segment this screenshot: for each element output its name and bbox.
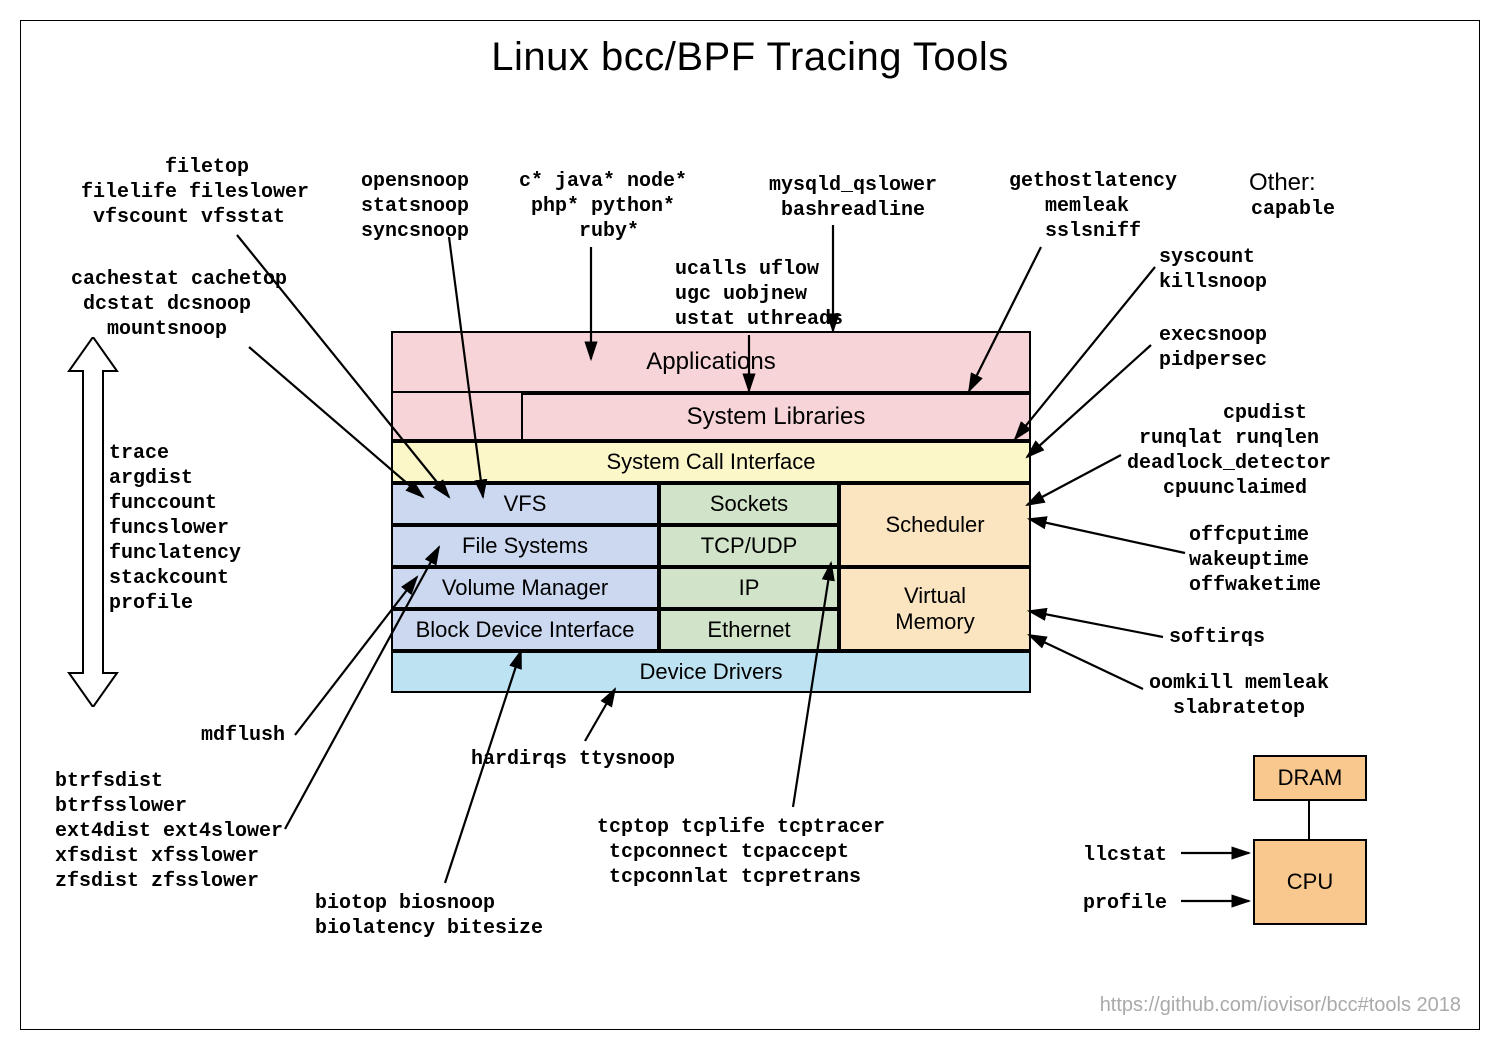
volume-manager-box: Volume Manager bbox=[391, 567, 659, 609]
ip-box: IP bbox=[659, 567, 839, 609]
apps-outer bbox=[391, 331, 1031, 441]
pointer-arrow bbox=[1029, 611, 1163, 637]
tool-label-filetop: filetop filelife fileslower vfscount vfs… bbox=[81, 155, 309, 230]
diagram-frame: Linux bcc/BPF Tracing Tools Applications… bbox=[20, 20, 1480, 1030]
tool-label-gethost: gethostlatency memleak sslsniff bbox=[1009, 169, 1177, 244]
tool-label-lang: c* java* node* php* python* ruby* bbox=[519, 169, 687, 244]
pointer-arrow bbox=[585, 689, 615, 741]
tool-label-oom: oomkill memleak slabratetop bbox=[1149, 671, 1329, 721]
tool-label-btr: btrfsdist btrfsslower ext4dist ext4slowe… bbox=[55, 769, 283, 894]
cpu-box: CPU bbox=[1253, 839, 1367, 925]
dram-label: DRAM bbox=[1278, 765, 1343, 791]
vfs-box: VFS bbox=[391, 483, 659, 525]
tool-label-trace: trace argdist funccount funcslower funcl… bbox=[109, 441, 241, 616]
page-title: Linux bcc/BPF Tracing Tools bbox=[21, 35, 1479, 80]
tool-label-mdflush: mdflush bbox=[201, 723, 285, 748]
sockets-box: Sockets bbox=[659, 483, 839, 525]
tool-label-syscount: syscount killsnoop bbox=[1159, 245, 1267, 295]
tool-label-hard: hardirqs ttysnoop bbox=[471, 747, 675, 772]
tool-label-other: capable bbox=[1251, 197, 1335, 222]
tool-label-llcstat: llcstat bbox=[1083, 843, 1167, 868]
tool-label-cache: cachestat cachetop dcstat dcsnoop mounts… bbox=[71, 267, 287, 342]
scheduler-box: Scheduler bbox=[839, 483, 1031, 567]
pointer-arrow bbox=[1029, 635, 1143, 689]
tool-label-softirqs: softirqs bbox=[1169, 625, 1265, 650]
filesystems-box: File Systems bbox=[391, 525, 659, 567]
device-drivers-box: Device Drivers bbox=[391, 651, 1031, 693]
footer-link: https://github.com/iovisor/bcc#tools 201… bbox=[1100, 994, 1461, 1017]
tcpudp-box: TCP/UDP bbox=[659, 525, 839, 567]
virtual-memory-box: Virtual Memory bbox=[839, 567, 1031, 651]
other-heading: Other: bbox=[1249, 169, 1316, 197]
cpu-label: CPU bbox=[1287, 869, 1333, 895]
ethernet-box: Ethernet bbox=[659, 609, 839, 651]
tool-label-tcp: tcptop tcplife tcptracer tcpconnect tcpa… bbox=[597, 815, 885, 890]
dram-box: DRAM bbox=[1253, 755, 1367, 801]
tool-label-snoop: opensnoop statsnoop syncsnoop bbox=[361, 169, 469, 244]
dram-cpu-link-icon bbox=[1297, 799, 1321, 841]
tool-label-cpudist: cpudist runqlat runqlen deadlock_detecto… bbox=[1127, 401, 1331, 501]
tool-label-profile: profile bbox=[1083, 891, 1167, 916]
tool-label-ucalls: ucalls uflow ugc uobjnew ustat uthreads bbox=[675, 257, 843, 332]
pointer-arrow bbox=[1027, 455, 1121, 505]
tool-label-mysql: mysqld_qslower bashreadline bbox=[769, 173, 937, 223]
tool-label-exec: execsnoop pidpersec bbox=[1159, 323, 1267, 373]
tool-label-bio: biotop biosnoop biolatency bitesize bbox=[315, 891, 543, 941]
tool-label-offcpu: offcputime wakeuptime offwaketime bbox=[1189, 523, 1321, 598]
block-device-box: Block Device Interface bbox=[391, 609, 659, 651]
pointer-arrow bbox=[1029, 519, 1185, 553]
syscall-interface-box: System Call Interface bbox=[391, 441, 1031, 483]
